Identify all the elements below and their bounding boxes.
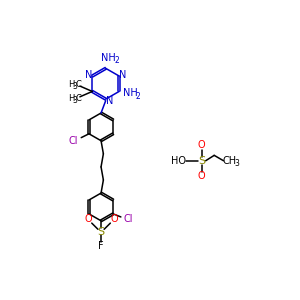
Text: 3: 3 (73, 82, 78, 91)
Text: N: N (85, 70, 92, 80)
Text: N: N (119, 70, 127, 80)
Text: S: S (98, 226, 105, 237)
Text: H: H (68, 94, 74, 103)
Text: 3: 3 (73, 96, 78, 105)
Text: C: C (75, 94, 81, 103)
Text: O: O (198, 171, 206, 181)
Text: HO: HO (171, 156, 186, 166)
Text: O: O (110, 214, 118, 224)
Text: O: O (84, 214, 92, 224)
Text: H: H (68, 80, 74, 89)
Text: N: N (106, 96, 113, 106)
Text: F: F (98, 241, 104, 251)
Text: 2: 2 (114, 56, 119, 65)
Text: Cl: Cl (69, 136, 78, 146)
Text: 2: 2 (135, 92, 140, 100)
Text: O: O (198, 140, 206, 150)
Text: 3: 3 (234, 159, 239, 168)
Text: C: C (75, 80, 81, 89)
Text: S: S (198, 156, 206, 166)
Text: CH: CH (223, 156, 237, 166)
Text: NH: NH (123, 88, 137, 98)
Text: NH: NH (101, 53, 116, 63)
Text: Cl: Cl (124, 214, 134, 224)
